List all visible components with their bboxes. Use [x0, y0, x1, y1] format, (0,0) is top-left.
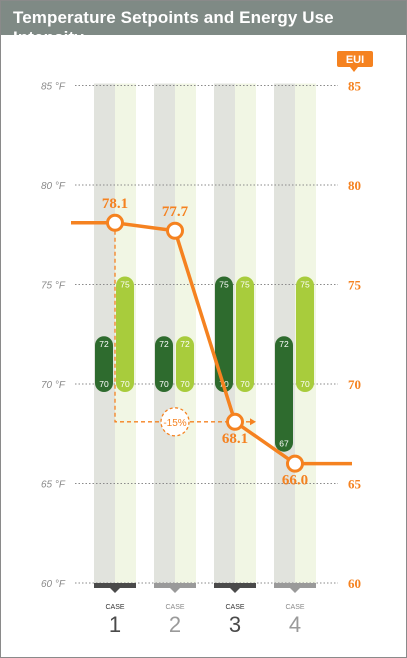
- right-tick-label: 85: [348, 79, 362, 94]
- case-caption: CASE: [285, 604, 304, 611]
- cooling-setpoint-bar-low-label: 70: [120, 379, 130, 389]
- heating-setpoint-bar-low-label: 67: [279, 439, 289, 449]
- cooling-setpoint-bar-low-label: 70: [240, 379, 250, 389]
- case-base-bar: [274, 583, 316, 588]
- cooling-setpoint-bar: [176, 336, 194, 392]
- heating-setpoint-bar: [95, 336, 113, 392]
- eui-value-label: 68.1: [222, 431, 248, 447]
- cooling-setpoint-bar-high-label: 75: [120, 280, 130, 290]
- eui-badge-pointer: [350, 67, 358, 72]
- right-tick-label: 75: [348, 278, 362, 293]
- case-base-bar: [94, 583, 136, 588]
- heating-setpoint-bar-high-label: 72: [159, 339, 169, 349]
- column-bg-heating: [274, 83, 295, 583]
- heating-setpoint-bar-high-label: 72: [279, 339, 289, 349]
- eui-point: [166, 221, 184, 240]
- cooling-setpoint-bar-high-label: 72: [180, 339, 190, 349]
- chart-title: Temperature Setpoints and Energy Use Int…: [13, 8, 334, 47]
- case-number: 4: [289, 612, 301, 637]
- case-pointer: [230, 588, 240, 593]
- case-number: 2: [169, 612, 181, 637]
- heating-setpoint-bar: [275, 336, 293, 452]
- case-caption: CASE: [105, 604, 124, 611]
- column-bg-heating: [94, 83, 115, 583]
- right-tick-label: 65: [348, 477, 362, 492]
- eui-value-label: 78.1: [102, 196, 128, 212]
- left-tick-label: 60 °F: [41, 579, 66, 590]
- column-bg-heating: [154, 83, 175, 583]
- heating-setpoint-bar-low-label: 70: [159, 379, 169, 389]
- heating-setpoint-bar-high-label: 75: [219, 280, 229, 290]
- right-tick-label: 80: [348, 178, 361, 193]
- case-number: 1: [109, 612, 121, 637]
- reduction-badge: [160, 407, 190, 437]
- case-caption: CASE: [225, 604, 244, 611]
- case-base-bar: [154, 583, 196, 588]
- cooling-setpoint-bar: [296, 276, 314, 392]
- right-tick-label: 60: [348, 576, 361, 591]
- heating-setpoint-bar: [155, 336, 173, 392]
- eui-point: [286, 454, 304, 473]
- heating-setpoint-bar-low-label: 70: [99, 379, 109, 389]
- cooling-setpoint-bar-low-label: 70: [180, 379, 190, 389]
- left-tick-label: 70 °F: [41, 380, 66, 391]
- right-tick-label: 70: [348, 377, 361, 392]
- column-bg-cooling: [175, 83, 196, 583]
- left-tick-label: 75 °F: [41, 281, 66, 292]
- case-pointer: [170, 588, 180, 593]
- case-pointer: [110, 588, 120, 593]
- left-tick-label: 80 °F: [41, 181, 66, 192]
- case-caption: CASE: [165, 604, 184, 611]
- cooling-setpoint-bar-high-label: 75: [300, 280, 310, 290]
- cooling-setpoint-bar: [236, 276, 254, 392]
- cooling-setpoint-bar-low-label: 70: [300, 379, 310, 389]
- left-tick-label: 65 °F: [41, 480, 66, 491]
- heating-setpoint-bar: [215, 276, 233, 392]
- eui-badge: [337, 51, 373, 67]
- case-number: 3: [229, 612, 241, 637]
- reduction-arrow-line: [114, 230, 251, 423]
- case-pointer: [290, 588, 300, 593]
- case-base-bar: [214, 583, 256, 588]
- eui-value-label: 66.0: [282, 473, 308, 489]
- eui-point: [106, 213, 124, 232]
- eui-value-label: 77.7: [162, 204, 189, 220]
- cooling-setpoint-bar: [116, 276, 134, 392]
- left-tick-label: 85 °F: [41, 82, 66, 93]
- title-bar: Temperature Setpoints and Energy Use Int…: [1, 1, 406, 47]
- eui-axis-label: EUI: [346, 54, 364, 66]
- reduction-arrowhead: [250, 418, 256, 426]
- cooling-setpoint-bar-high-label: 75: [240, 280, 250, 290]
- reduction-label: -15%: [163, 418, 186, 429]
- eui-point: [226, 412, 244, 431]
- heating-setpoint-bar-high-label: 72: [99, 339, 109, 349]
